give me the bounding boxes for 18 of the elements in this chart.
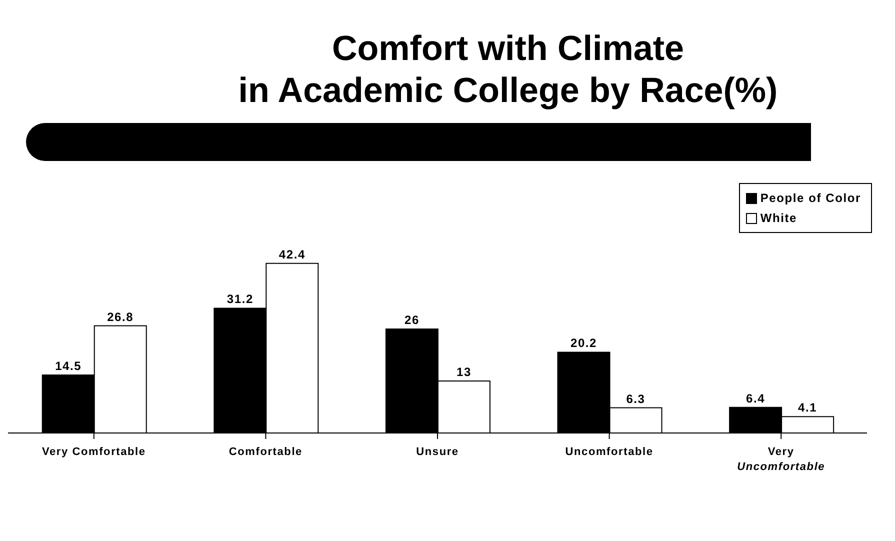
x-tick-label: Unsure [416,446,459,458]
data-label: 26 [404,313,420,327]
x-tick-label: Very Uncomfortable [737,446,826,473]
legend-label: White [760,211,797,225]
x-tick-label: Very Comfortable [42,446,146,458]
data-label: 42.4 [278,247,306,262]
data-label: 14.5 [55,359,82,373]
chart-title: Comfort with Climate in Academic College by Race(%) [237,28,779,112]
data-label: 4.1 [798,400,818,415]
data-label: 31.2 [226,292,254,306]
legend-label: People of Color [760,191,861,205]
data-label: 6.4 [746,391,766,406]
x-tick-label: Comfortable [228,446,302,458]
x-tick-label: Uncomfortable [565,446,654,458]
data-label: 20.2 [570,336,598,350]
data-label: 6.3 [626,392,646,406]
data-label: 13 [456,365,472,379]
data-label: 26.8 [107,310,134,324]
